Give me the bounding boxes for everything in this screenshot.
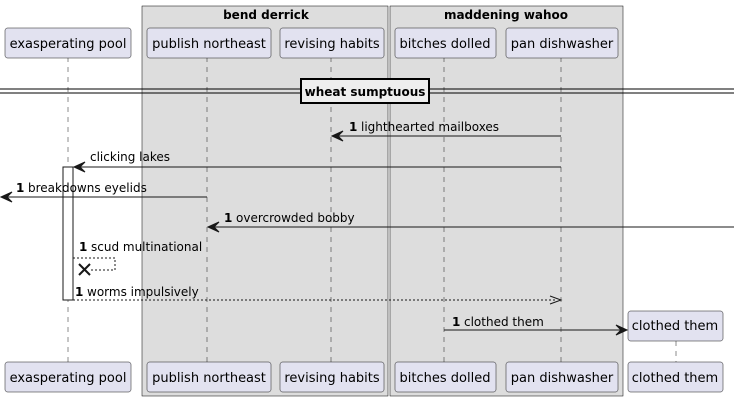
message-label: clothed them (464, 315, 544, 329)
message-label: overcrowded bobby (236, 211, 355, 225)
message-label: scud multinational (91, 240, 202, 254)
participant-label: publish northeast (152, 37, 266, 52)
participant-label: revising habits (284, 371, 380, 386)
participant-clothed-them-created[interactable]: clothed them (627, 310, 724, 342)
group-title-bend-derrick: bend derrick (223, 8, 310, 22)
participant-publish-northeast-top[interactable]: publish northeast (146, 27, 272, 59)
participant-revising-habits-top[interactable]: revising habits (279, 27, 385, 59)
message-label: worms impulsively (87, 285, 199, 299)
message-overcrowded-bobby[interactable]: 1 overcrowded bobby (206, 211, 734, 233)
message-number: 1 (224, 211, 232, 225)
participant-exasperating-pool-bottom[interactable]: exasperating pool (4, 361, 132, 393)
participant-label: bitches dolled (400, 37, 491, 52)
participant-label: clothed them (632, 319, 718, 334)
participant-label: revising habits (284, 37, 380, 52)
message-worms-impulsively[interactable]: 1 worms impulsively (73, 285, 563, 305)
message-label: clicking lakes (90, 150, 170, 164)
message-breakdowns-eyelids[interactable]: 1 breakdowns eyelids (0, 181, 207, 203)
participant-label: pan dishwasher (511, 371, 614, 386)
message-lighthearted-mailboxes[interactable]: 1 lighthearted mailboxes (330, 120, 561, 142)
participant-label: publish northeast (152, 371, 266, 386)
participant-clothed-them-bottom[interactable]: clothed them (627, 361, 724, 393)
participant-label: clothed them (632, 371, 718, 386)
message-clothed-them[interactable]: 1 clothed them (444, 315, 629, 336)
divider-label: wheat sumptuous (305, 85, 426, 99)
message-number: 1 (16, 181, 24, 195)
divider-wheat-sumptuous: wheat sumptuous (0, 78, 734, 104)
participant-bitches-dolled-top[interactable]: bitches dolled (394, 27, 497, 59)
message-label: breakdowns eyelids (28, 181, 147, 195)
participant-bitches-dolled-bottom[interactable]: bitches dolled (394, 361, 497, 393)
participant-publish-northeast-bottom[interactable]: publish northeast (146, 361, 272, 393)
message-number: 1 (349, 120, 357, 134)
group-bend-derrick: bend derrick (141, 5, 389, 397)
participant-revising-habits-bottom[interactable]: revising habits (279, 361, 385, 393)
participant-label: bitches dolled (400, 371, 491, 386)
message-scud-multinational[interactable]: 1 scud multinational (73, 240, 202, 276)
participant-pan-dishwasher-top[interactable]: pan dishwasher (505, 27, 619, 59)
group-title-maddening-wahoo: maddening wahoo (444, 8, 568, 22)
message-number: 1 (452, 315, 460, 329)
message-number: 1 (79, 240, 87, 254)
destroy-icon (78, 263, 91, 276)
message-number: 1 (75, 285, 83, 299)
participant-label: pan dishwasher (511, 37, 614, 52)
activation-bar (62, 166, 74, 301)
participant-label: exasperating pool (10, 37, 127, 52)
group-maddening-wahoo: maddening wahoo (389, 5, 624, 397)
participant-exasperating-pool-top[interactable]: exasperating pool (4, 27, 132, 59)
message-label: lighthearted mailboxes (361, 120, 499, 134)
message-clicking-lakes[interactable]: clicking lakes (72, 150, 561, 173)
participant-pan-dishwasher-bottom[interactable]: pan dishwasher (505, 361, 619, 393)
participant-label: exasperating pool (10, 371, 127, 386)
